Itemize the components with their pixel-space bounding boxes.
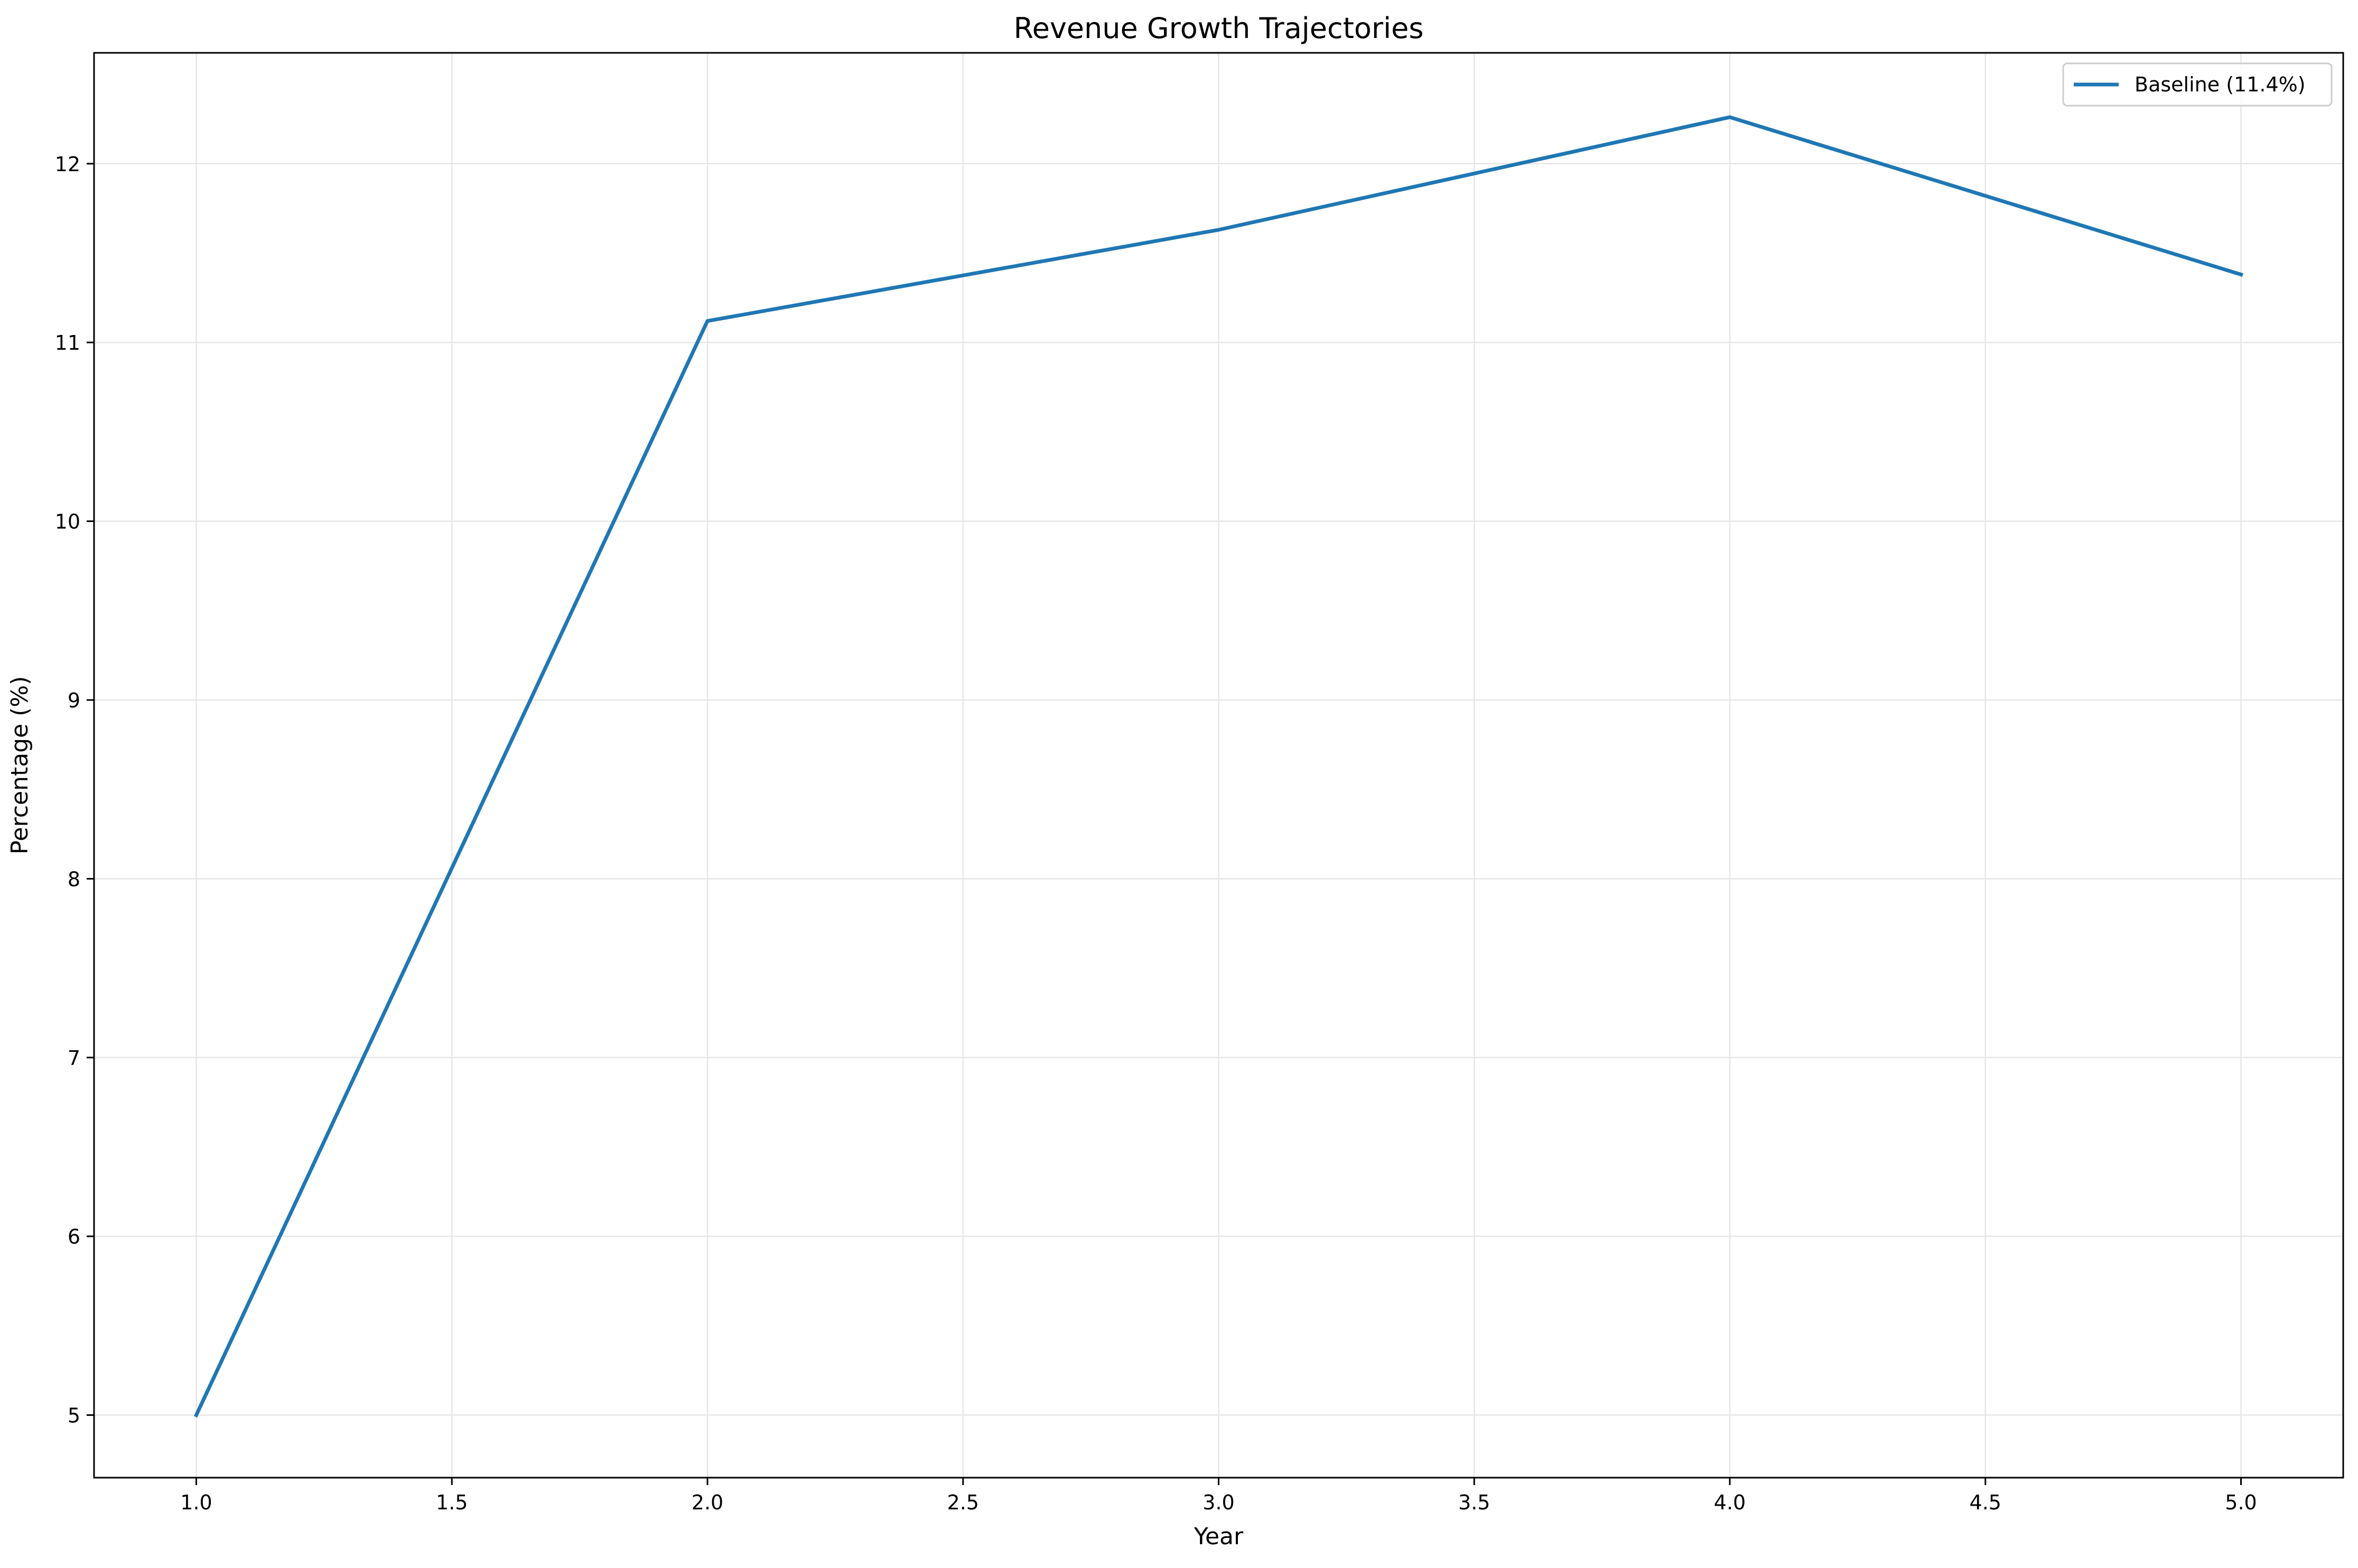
y-axis-label: Percentage (%)	[6, 676, 33, 855]
legend: Baseline (11.4%)	[2062, 62, 2333, 107]
x-tick-label: 3.5	[1458, 1491, 1490, 1514]
series-layer	[193, 115, 2243, 1418]
y-tick-label: 10	[55, 510, 80, 534]
chart-title: Revenue Growth Trajectories	[1014, 12, 1424, 45]
x-tick-label: 4.0	[1714, 1491, 1746, 1514]
y-tick-label: 12	[55, 153, 80, 176]
grid-lines	[94, 53, 2343, 1478]
axis-ticks: 1.0 1.5 2.0 2.5 3.0 3.5 4.0 4.5 5.0 5 6 7 8 9 10 11 12	[55, 153, 2257, 1514]
y-tick-label: 8	[68, 867, 80, 891]
x-tick-label: 2.0	[692, 1491, 723, 1514]
y-tick-label: 11	[55, 331, 80, 354]
x-tick-label: 1.0	[180, 1491, 212, 1514]
x-tick-label: 3.0	[1203, 1491, 1234, 1514]
y-tick-label: 5	[68, 1404, 80, 1427]
x-tick-label: 2.5	[947, 1491, 979, 1514]
y-tick-label: 7	[68, 1047, 80, 1070]
x-tick-label: 5.0	[2225, 1491, 2257, 1514]
legend-label: Baseline (11.4%)	[2135, 73, 2306, 96]
x-tick-label: 1.5	[436, 1491, 468, 1514]
x-tick-label: 4.5	[1970, 1491, 2001, 1514]
x-axis-label: Year	[1194, 1523, 1244, 1550]
y-tick-label: 9	[68, 689, 80, 712]
series-line	[193, 115, 2243, 1418]
y-tick-label: 6	[68, 1225, 80, 1248]
legend-box	[2062, 62, 2333, 107]
